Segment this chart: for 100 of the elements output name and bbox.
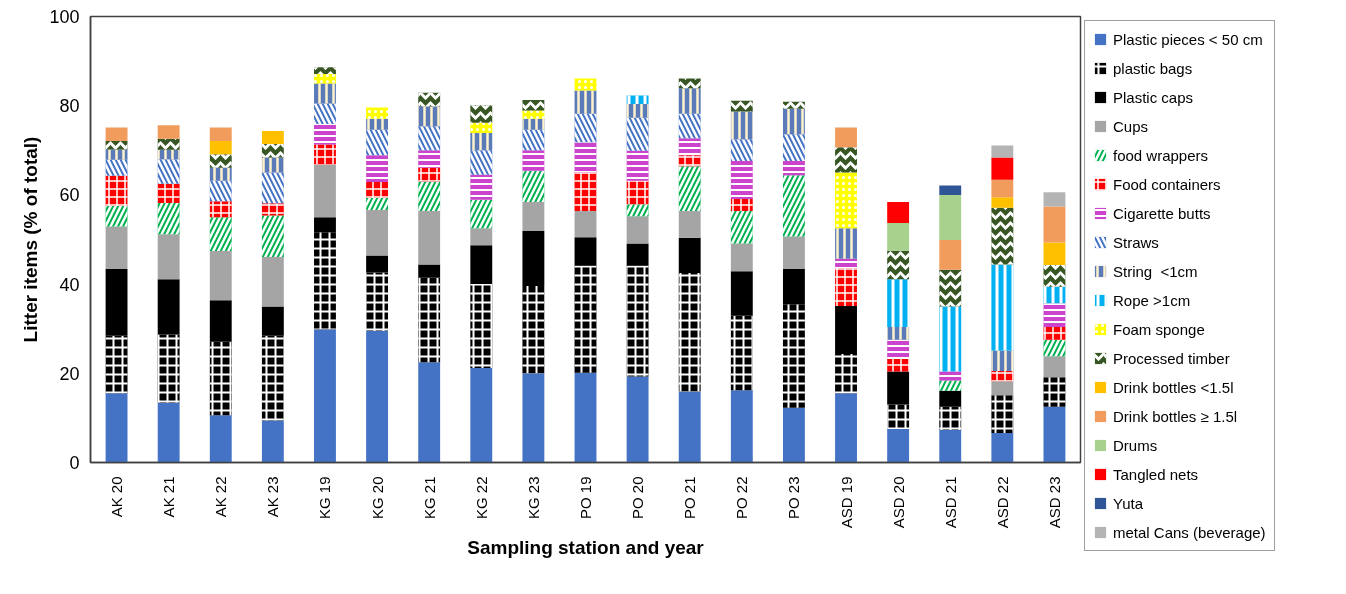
legend-label: Cigarette butts: [1113, 203, 1211, 223]
x-tick-label: AK 23: [264, 476, 282, 518]
bar: [939, 185, 962, 195]
legend-label: String <1cm: [1113, 261, 1198, 281]
bar: [209, 415, 232, 463]
bar: [887, 429, 910, 463]
legend-label: Drink bottles ≥ 1.5l: [1113, 406, 1238, 426]
bar: [939, 194, 962, 240]
legend-label: Food containers: [1113, 174, 1221, 194]
bar: [261, 420, 284, 463]
bar: [678, 391, 701, 463]
bar: [782, 407, 805, 463]
bar: [678, 237, 701, 273]
bar: [105, 268, 128, 336]
x-tick-label: PO 21: [681, 476, 699, 520]
bar: [939, 239, 962, 270]
bar: [105, 226, 128, 269]
x-tick-label: KG 22: [472, 476, 490, 520]
bar: [418, 210, 441, 265]
x-tick-label: AK 21: [160, 476, 178, 518]
x-axis-title: Sampling station and year: [467, 537, 705, 559]
legend-label: Processed timber: [1113, 348, 1230, 368]
y-tick-label: 20: [59, 363, 80, 384]
bar: [939, 429, 962, 463]
bar: [835, 305, 857, 355]
legend-label: metal Cans (beverage): [1113, 522, 1266, 542]
bar: [314, 217, 336, 233]
bar: [678, 210, 701, 238]
y-tick-label: 60: [59, 185, 80, 206]
bar: [730, 271, 753, 316]
bar: [314, 164, 336, 218]
y-tick-label: 40: [59, 274, 80, 295]
bar: [261, 306, 284, 336]
legend-label: Cups: [1113, 116, 1149, 136]
bar: [470, 228, 493, 246]
bar: [209, 251, 232, 301]
bar: [418, 264, 441, 278]
bar: [522, 202, 545, 232]
y-tick-label: 100: [49, 7, 80, 27]
bar: [314, 329, 336, 463]
x-tick-label: KG 19: [316, 476, 334, 520]
x-tick-label: ASD 23: [1045, 476, 1063, 529]
bar: [105, 393, 128, 463]
x-tick-label: PO 19: [577, 476, 594, 520]
bar: [261, 256, 284, 307]
legend-label: Drums: [1113, 435, 1158, 455]
x-tick-label: AK 20: [108, 476, 126, 518]
x-tick-label: PO 22: [733, 476, 751, 520]
x-tick-label: KG 20: [368, 476, 386, 520]
legend-label: food wrappers: [1113, 145, 1209, 165]
bar: [835, 393, 857, 463]
bar: [105, 127, 128, 141]
bar: [1043, 192, 1066, 207]
x-tick-label: ASD 20: [889, 476, 907, 529]
bar: [574, 372, 597, 463]
bar: [366, 330, 389, 463]
bar: [209, 127, 232, 141]
x-tick-label: KG 23: [524, 476, 542, 520]
bar: [574, 210, 597, 238]
bar: [991, 157, 1014, 180]
bar: [887, 202, 910, 223]
x-tick-label: AK 22: [212, 476, 230, 518]
legend-label: plastic bags: [1113, 58, 1193, 78]
x-tick-label: PO 20: [629, 476, 647, 520]
bar: [1043, 242, 1066, 265]
bar: [157, 402, 180, 463]
bar: [835, 127, 857, 148]
bar: [782, 236, 805, 269]
bar: [626, 243, 649, 266]
bar: [782, 268, 805, 305]
bar: [991, 145, 1014, 158]
bar: [157, 234, 180, 280]
bar: [157, 125, 180, 139]
x-tick-label: KG 21: [420, 476, 438, 520]
y-axis-title: Litter items (% of total): [20, 136, 42, 343]
y-tick-label: 0: [69, 453, 80, 473]
legend-label: Rope >1cm: [1113, 290, 1191, 310]
bar: [991, 197, 1014, 208]
legend-label: Drink bottles <1.5l: [1113, 377, 1234, 397]
bar: [1043, 206, 1066, 243]
bar: [991, 433, 1014, 463]
bar: [209, 140, 232, 155]
bar: [366, 210, 389, 256]
x-tick-label: PO 23: [785, 476, 803, 520]
bar: [522, 231, 545, 286]
bar: [626, 216, 649, 244]
legend-label: Yuta: [1113, 493, 1144, 513]
bar: [991, 179, 1014, 198]
bar: [991, 381, 1014, 396]
bar: [470, 367, 493, 463]
bar: [730, 390, 753, 463]
y-tick-label: 80: [59, 96, 80, 117]
legend-label: Plastic caps: [1113, 87, 1194, 107]
bar: [730, 243, 753, 272]
bar: [939, 390, 962, 407]
legend-label: Tangled nets: [1113, 464, 1199, 484]
bar: [261, 131, 284, 145]
bar: [887, 371, 910, 405]
x-tick-label: ASD 22: [993, 476, 1011, 529]
bar: [209, 300, 232, 342]
